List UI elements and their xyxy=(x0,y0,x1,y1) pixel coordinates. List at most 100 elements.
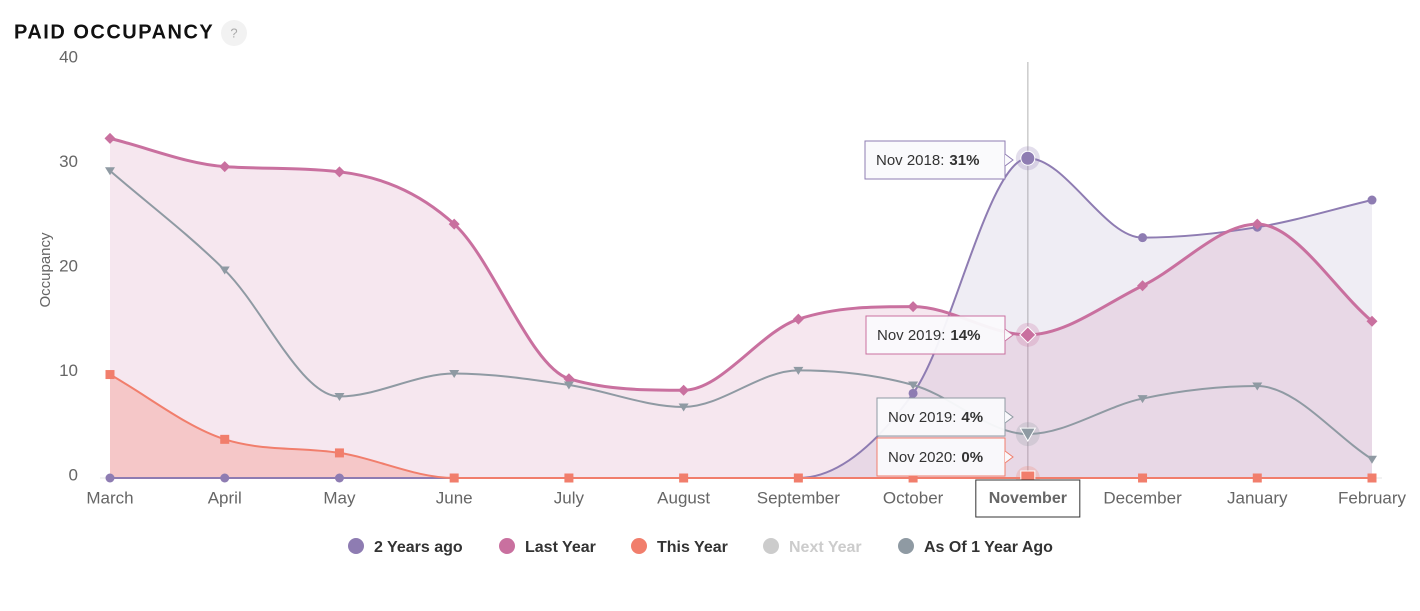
legend-label: As Of 1 Year Ago xyxy=(924,539,1053,556)
x-tick-label: May xyxy=(323,488,356,507)
legend-symbol xyxy=(499,538,515,554)
tooltip-label: Nov 2018: xyxy=(876,152,944,169)
legend-label: Last Year xyxy=(525,539,596,556)
tooltip-label: Nov 2019: xyxy=(877,327,945,344)
series-line xyxy=(109,170,1373,461)
tooltip-value: 31% xyxy=(949,152,979,169)
tooltip-pointer xyxy=(1004,410,1014,424)
legend-label: 2 Years ago xyxy=(374,539,463,556)
y-tick-label: 20 xyxy=(59,256,78,275)
marker xyxy=(220,473,230,483)
y-axis-title: Occupancy xyxy=(37,232,54,308)
marker xyxy=(1020,150,1036,166)
marker xyxy=(793,366,804,375)
tooltip: Nov 2018: 31% xyxy=(864,140,1014,180)
marker xyxy=(678,384,690,396)
legend-item[interactable]: Next Year xyxy=(763,538,862,556)
legend-item[interactable]: Last Year xyxy=(499,538,596,556)
marker xyxy=(1019,326,1037,344)
tooltip-box xyxy=(876,397,1006,437)
x-tick-label: August xyxy=(657,488,710,507)
help-icon[interactable] xyxy=(221,20,247,46)
marker xyxy=(333,166,345,178)
x-tick-label: January xyxy=(1227,488,1288,507)
marker xyxy=(678,403,689,412)
y-tick-label: 30 xyxy=(59,152,78,171)
marker xyxy=(1367,195,1377,205)
tooltip-box xyxy=(876,437,1006,477)
marker xyxy=(1138,473,1148,483)
marker xyxy=(104,132,116,144)
tooltip-pointer xyxy=(1004,153,1014,167)
tooltip-text: Nov 2019: 4% xyxy=(888,409,983,426)
marker xyxy=(1252,382,1263,391)
legend-symbol xyxy=(898,538,914,554)
marker xyxy=(1366,315,1378,327)
marker xyxy=(105,167,115,176)
tooltip-text: Nov 2020: 0% xyxy=(888,449,983,466)
marker xyxy=(105,370,115,380)
marker xyxy=(220,434,230,444)
marker xyxy=(1137,395,1148,404)
y-tick-label: 0 xyxy=(69,465,78,484)
series-area xyxy=(110,374,1372,478)
y-tick-label: 10 xyxy=(59,361,78,380)
tooltip-value: 0% xyxy=(961,449,983,466)
tooltip-text: Nov 2018: 31% xyxy=(876,152,979,169)
y-tick-label: 40 xyxy=(59,47,78,66)
marker xyxy=(564,473,574,483)
marker xyxy=(448,218,460,230)
marker xyxy=(907,301,919,313)
tooltip-label: Nov 2019: xyxy=(888,409,956,426)
help-text: ? xyxy=(230,25,237,40)
tooltip-label: Nov 2020: xyxy=(888,449,956,466)
series-area xyxy=(110,138,1372,478)
marker xyxy=(1137,280,1149,292)
x-tick-label: November xyxy=(989,490,1067,507)
marker xyxy=(792,313,804,325)
marker xyxy=(334,448,344,458)
tooltip: Nov 2020: 0% xyxy=(876,437,1014,477)
legend-symbol xyxy=(348,538,364,554)
legend-item[interactable]: This Year xyxy=(631,538,728,556)
tooltip-value: 14% xyxy=(950,327,980,344)
tooltip-text: Nov 2019: 14% xyxy=(877,327,980,344)
tooltip: Nov 2019: 14% xyxy=(865,315,1014,355)
x-tick-label: September xyxy=(757,488,840,507)
marker xyxy=(1367,455,1377,464)
legend-symbol xyxy=(763,538,779,554)
marker xyxy=(679,473,689,483)
marker xyxy=(1019,427,1037,443)
marker xyxy=(563,373,575,385)
x-tick-label: April xyxy=(208,488,242,507)
x-tick-label: December xyxy=(1103,488,1182,507)
marker xyxy=(449,473,459,483)
marker xyxy=(793,473,803,483)
legend-symbol xyxy=(631,538,647,554)
tooltip-value: 4% xyxy=(961,409,983,426)
legend-item[interactable]: As Of 1 Year Ago xyxy=(898,538,1053,556)
legend-label: Next Year xyxy=(789,539,862,556)
marker xyxy=(1252,473,1262,483)
marker xyxy=(1251,218,1263,230)
x-tick-label: October xyxy=(883,488,944,507)
marker xyxy=(908,381,919,390)
marker xyxy=(219,161,231,173)
x-tick-label: July xyxy=(554,488,585,507)
series-line xyxy=(109,373,1372,479)
marker xyxy=(1367,473,1377,483)
marker xyxy=(563,381,574,390)
series-area xyxy=(110,158,1372,479)
marker xyxy=(334,473,344,483)
legend-item[interactable]: 2 Years ago xyxy=(348,538,463,556)
tooltip-pointer xyxy=(1004,450,1014,464)
tooltip: Nov 2019: 4% xyxy=(876,397,1014,437)
marker xyxy=(1138,233,1148,243)
marker xyxy=(908,388,918,398)
legend-label: This Year xyxy=(657,539,728,556)
marker xyxy=(219,266,230,275)
x-tick-label: June xyxy=(436,488,473,507)
marker xyxy=(449,370,460,378)
marker xyxy=(908,473,918,483)
